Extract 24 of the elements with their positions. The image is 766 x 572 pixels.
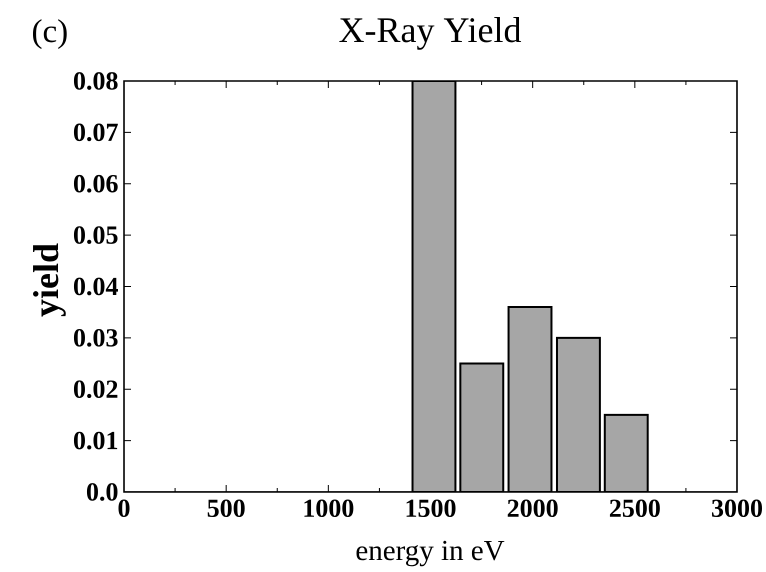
y-tick-label: 0.01 <box>74 432 118 450</box>
bar <box>412 80 456 492</box>
x-tick-label: 2000 <box>508 500 558 518</box>
y-tick-label: 0.0 <box>86 483 118 501</box>
x-tick-label: 3000 <box>712 500 762 518</box>
x-axis-title: energy in eV <box>356 540 504 566</box>
x-tick-label: 2500 <box>610 500 660 518</box>
y-tick-label: 0.06 <box>74 174 118 193</box>
text: (c) <box>32 19 67 50</box>
x-tick-label: 500 <box>208 500 245 518</box>
y-tick-label: 0.04 <box>74 278 118 296</box>
y-tick-label: 0.08 <box>74 72 118 90</box>
bar <box>459 362 504 492</box>
x-tick-label: 1500 <box>406 500 456 518</box>
bar <box>604 414 649 492</box>
x-tick-label: 1000 <box>304 500 354 518</box>
y-tick-label: 0.02 <box>74 380 118 398</box>
y-tick-label: 0.07 <box>74 124 118 142</box>
y-tick-label: 0.03 <box>74 329 118 347</box>
y-axis-title: yield <box>33 243 66 317</box>
x-tick-label: 0 <box>118 500 130 518</box>
y-tick-label: 0.05 <box>74 226 118 244</box>
bar <box>508 306 552 492</box>
chart-title: X-Ray Yield <box>339 17 522 50</box>
